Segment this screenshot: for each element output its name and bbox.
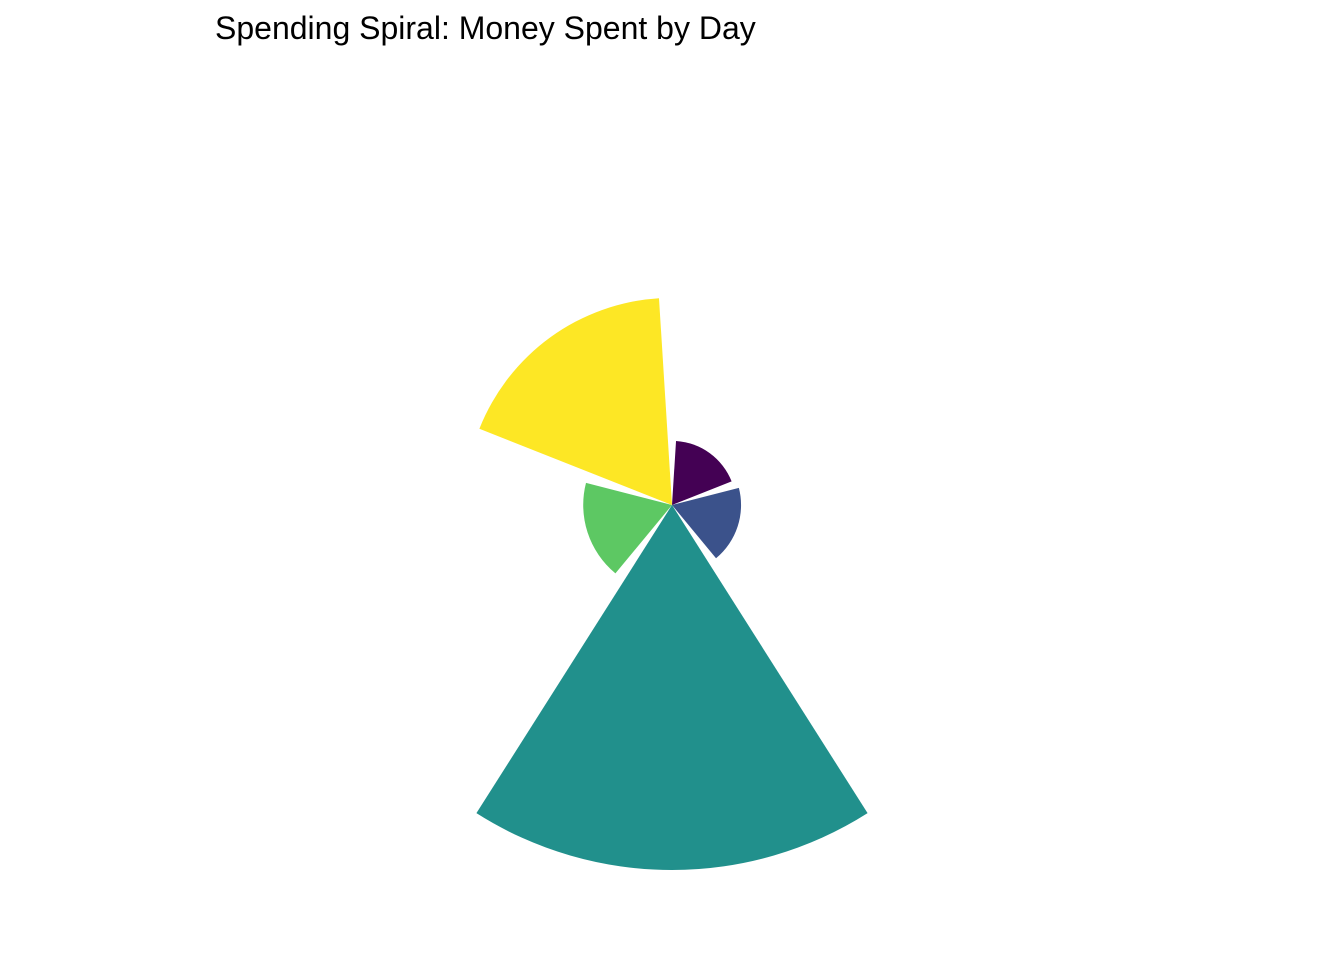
chart-title: Spending Spiral: Money Spent by Day (215, 10, 756, 46)
polar-bar-4 (583, 482, 672, 574)
polar-bar-5 (479, 298, 672, 505)
polar-bar-2 (672, 487, 742, 559)
polar-bar-1 (672, 441, 732, 505)
polar-bar-3 (476, 505, 868, 871)
